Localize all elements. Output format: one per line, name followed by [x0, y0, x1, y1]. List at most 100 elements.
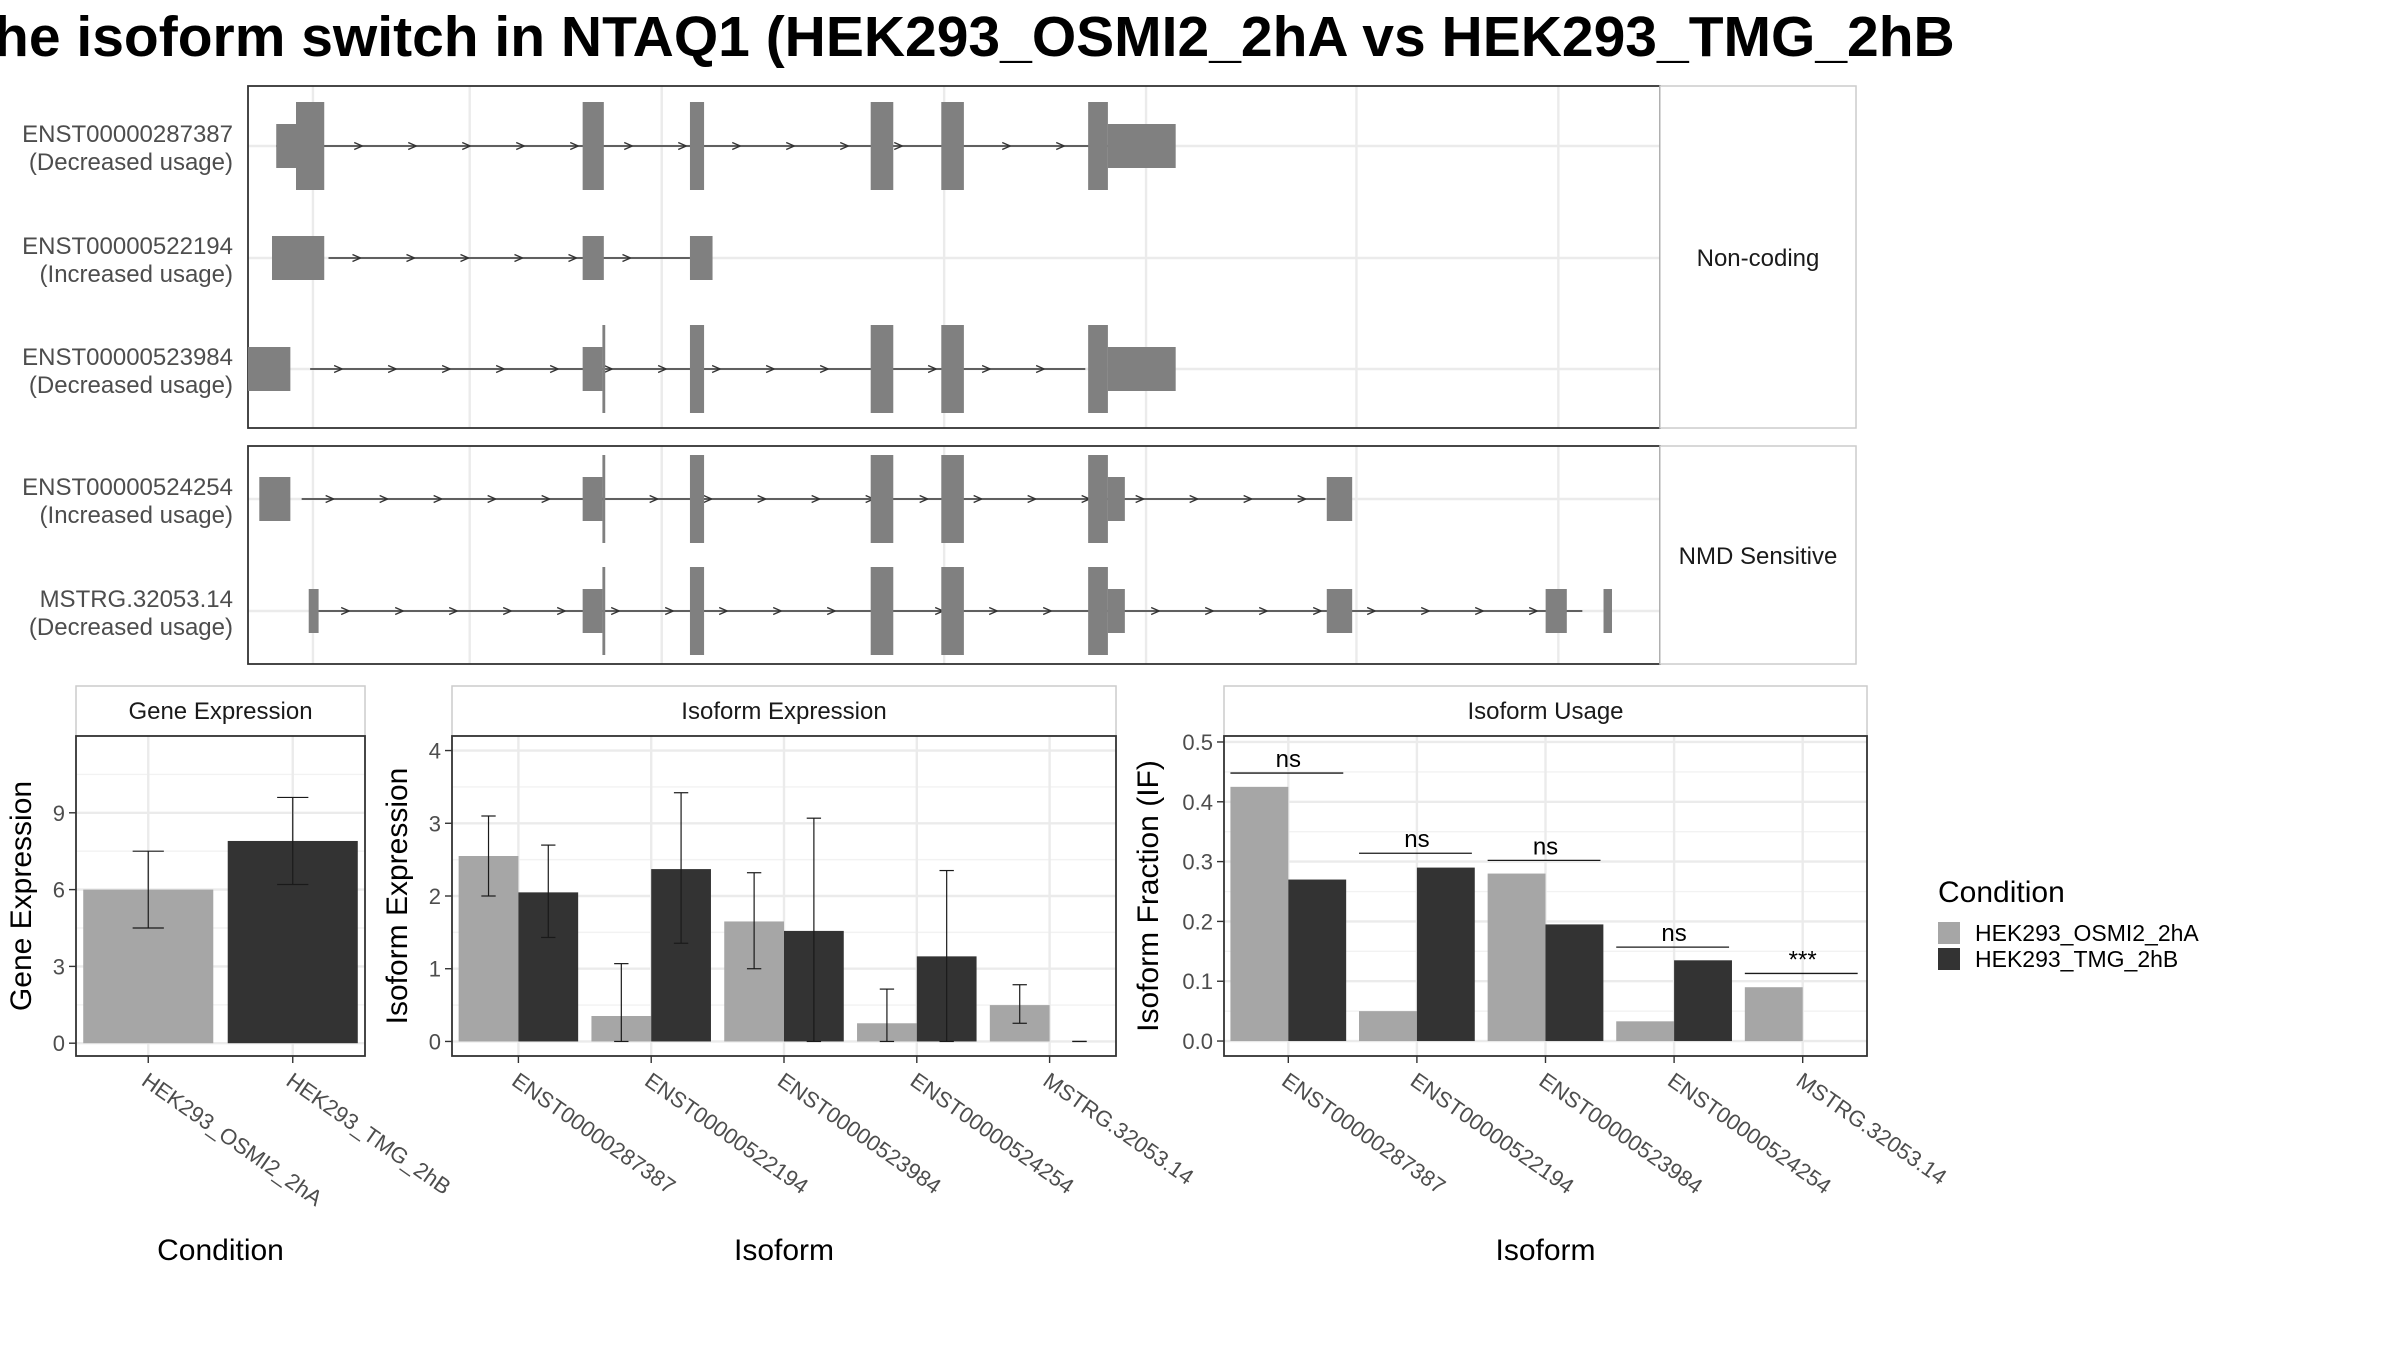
bar	[1359, 1011, 1417, 1042]
intron-arrow	[387, 364, 398, 374]
intron-arrow	[568, 253, 579, 263]
intron-arrow	[325, 494, 336, 504]
chart-title: Gene Expression	[128, 698, 312, 725]
exon	[1545, 589, 1567, 633]
transcript-usage-label: (Increased usage)	[40, 261, 233, 288]
exon	[248, 347, 291, 391]
intron-arrow	[1027, 494, 1038, 504]
intron-arrow	[1150, 606, 1161, 616]
exon	[1088, 567, 1108, 655]
intron-arrow	[757, 494, 768, 504]
legend-label: HEK293_TMG_2hB	[1975, 946, 2178, 972]
y-tick-label: 0.2	[1182, 909, 1213, 934]
exon	[870, 455, 894, 543]
y-tick-label: 0.4	[1182, 790, 1213, 815]
y-tick-label: 1	[429, 957, 441, 982]
intron-arrow	[988, 606, 999, 616]
y-tick-label: 4	[429, 739, 441, 764]
y-tick-label: 2	[429, 884, 441, 909]
bar	[1616, 1021, 1675, 1042]
bar	[1487, 873, 1546, 1042]
intron-arrow	[649, 494, 660, 504]
legend-swatch	[1938, 922, 1960, 944]
intron-arrow	[441, 364, 452, 374]
intron-arrow	[460, 253, 471, 263]
intron-arrow	[893, 141, 904, 151]
exon	[1107, 477, 1125, 521]
isoform-expression-chart: Isoform Expression01234ENST00000287387EN…	[381, 685, 1198, 1267]
intron-arrow	[549, 364, 560, 374]
significance-label: ns	[1404, 826, 1429, 853]
intron-arrow	[1474, 606, 1485, 616]
intron-arrow	[603, 364, 614, 374]
y-axis-title: Isoform Expression	[381, 768, 414, 1025]
bar	[1230, 786, 1289, 1042]
exon	[602, 325, 606, 413]
intron-arrow	[785, 141, 796, 151]
y-tick-label: 0.1	[1182, 969, 1213, 994]
intron-arrow	[718, 606, 729, 616]
facet-strip-label: NMD Sensitive	[1679, 543, 1838, 570]
exon	[276, 124, 297, 168]
intron-arrow	[623, 141, 634, 151]
intron-arrow	[1001, 141, 1012, 151]
figure-title: he isoform switch in NTAQ1 (HEK293_OSMI2…	[0, 5, 1955, 69]
intron-arrow	[515, 141, 526, 151]
exon	[870, 325, 894, 413]
exon	[1326, 477, 1353, 521]
exon	[941, 102, 964, 190]
intron-arrow	[622, 253, 633, 263]
y-tick-label: 3	[53, 954, 65, 979]
chart-strip	[1223, 685, 1868, 737]
exon	[870, 102, 894, 190]
intron-arrow	[502, 606, 513, 616]
exon	[1603, 589, 1612, 633]
intron-arrow	[811, 494, 822, 504]
transcript-id-label: ENST00000524254	[22, 474, 233, 501]
intron-arrow	[353, 141, 364, 151]
x-axis-title: Condition	[157, 1234, 284, 1267]
intron-arrow	[610, 606, 621, 616]
facet-strip	[1659, 445, 1857, 665]
intron-arrow	[394, 606, 405, 616]
x-axis-title: Isoform	[1495, 1234, 1595, 1267]
exon	[689, 455, 705, 543]
facet-strip	[1659, 85, 1857, 429]
significance-label: ***	[1789, 946, 1817, 973]
exon	[689, 102, 705, 190]
intron-arrow	[1258, 606, 1269, 616]
legend-label: HEK293_OSMI2_2hA	[1975, 920, 2199, 946]
intron-arrow	[495, 364, 506, 374]
isoform-usage-chart: Isoform Usage ns ns ns ns *** 0.0 0.1 0.2 0.3 0.4 0…	[1132, 685, 1951, 1267]
intron-arrow	[1420, 606, 1431, 616]
intron-arrow	[927, 364, 938, 374]
intron-arrow	[657, 364, 668, 374]
bar	[1416, 867, 1475, 1042]
exon	[582, 102, 604, 190]
intron-arrow	[541, 494, 552, 504]
intron-arrow	[1297, 494, 1308, 504]
intron-arrow	[514, 253, 525, 263]
bar	[1545, 924, 1604, 1042]
chart-strip	[451, 685, 1117, 737]
transcript-usage-label: (Decreased usage)	[29, 614, 233, 641]
intron-arrow	[333, 364, 344, 374]
significance-label: ns	[1276, 746, 1301, 773]
intron-arrow	[1312, 606, 1323, 616]
intron-arrow	[826, 606, 837, 616]
exon	[582, 236, 604, 280]
exon	[1088, 102, 1108, 190]
chart-title: Isoform Usage	[1467, 698, 1623, 725]
transcript-id-label: ENST00000287387	[22, 121, 233, 148]
chart-title: Isoform Expression	[681, 698, 886, 725]
intron-arrow	[448, 606, 459, 616]
transcript-usage-label: (Decreased usage)	[29, 372, 233, 399]
exon	[602, 567, 606, 655]
bar	[1674, 960, 1732, 1042]
intron-arrow	[919, 494, 930, 504]
exon	[296, 102, 325, 190]
chart-border	[75, 735, 366, 1057]
intron-arrow	[839, 141, 850, 151]
